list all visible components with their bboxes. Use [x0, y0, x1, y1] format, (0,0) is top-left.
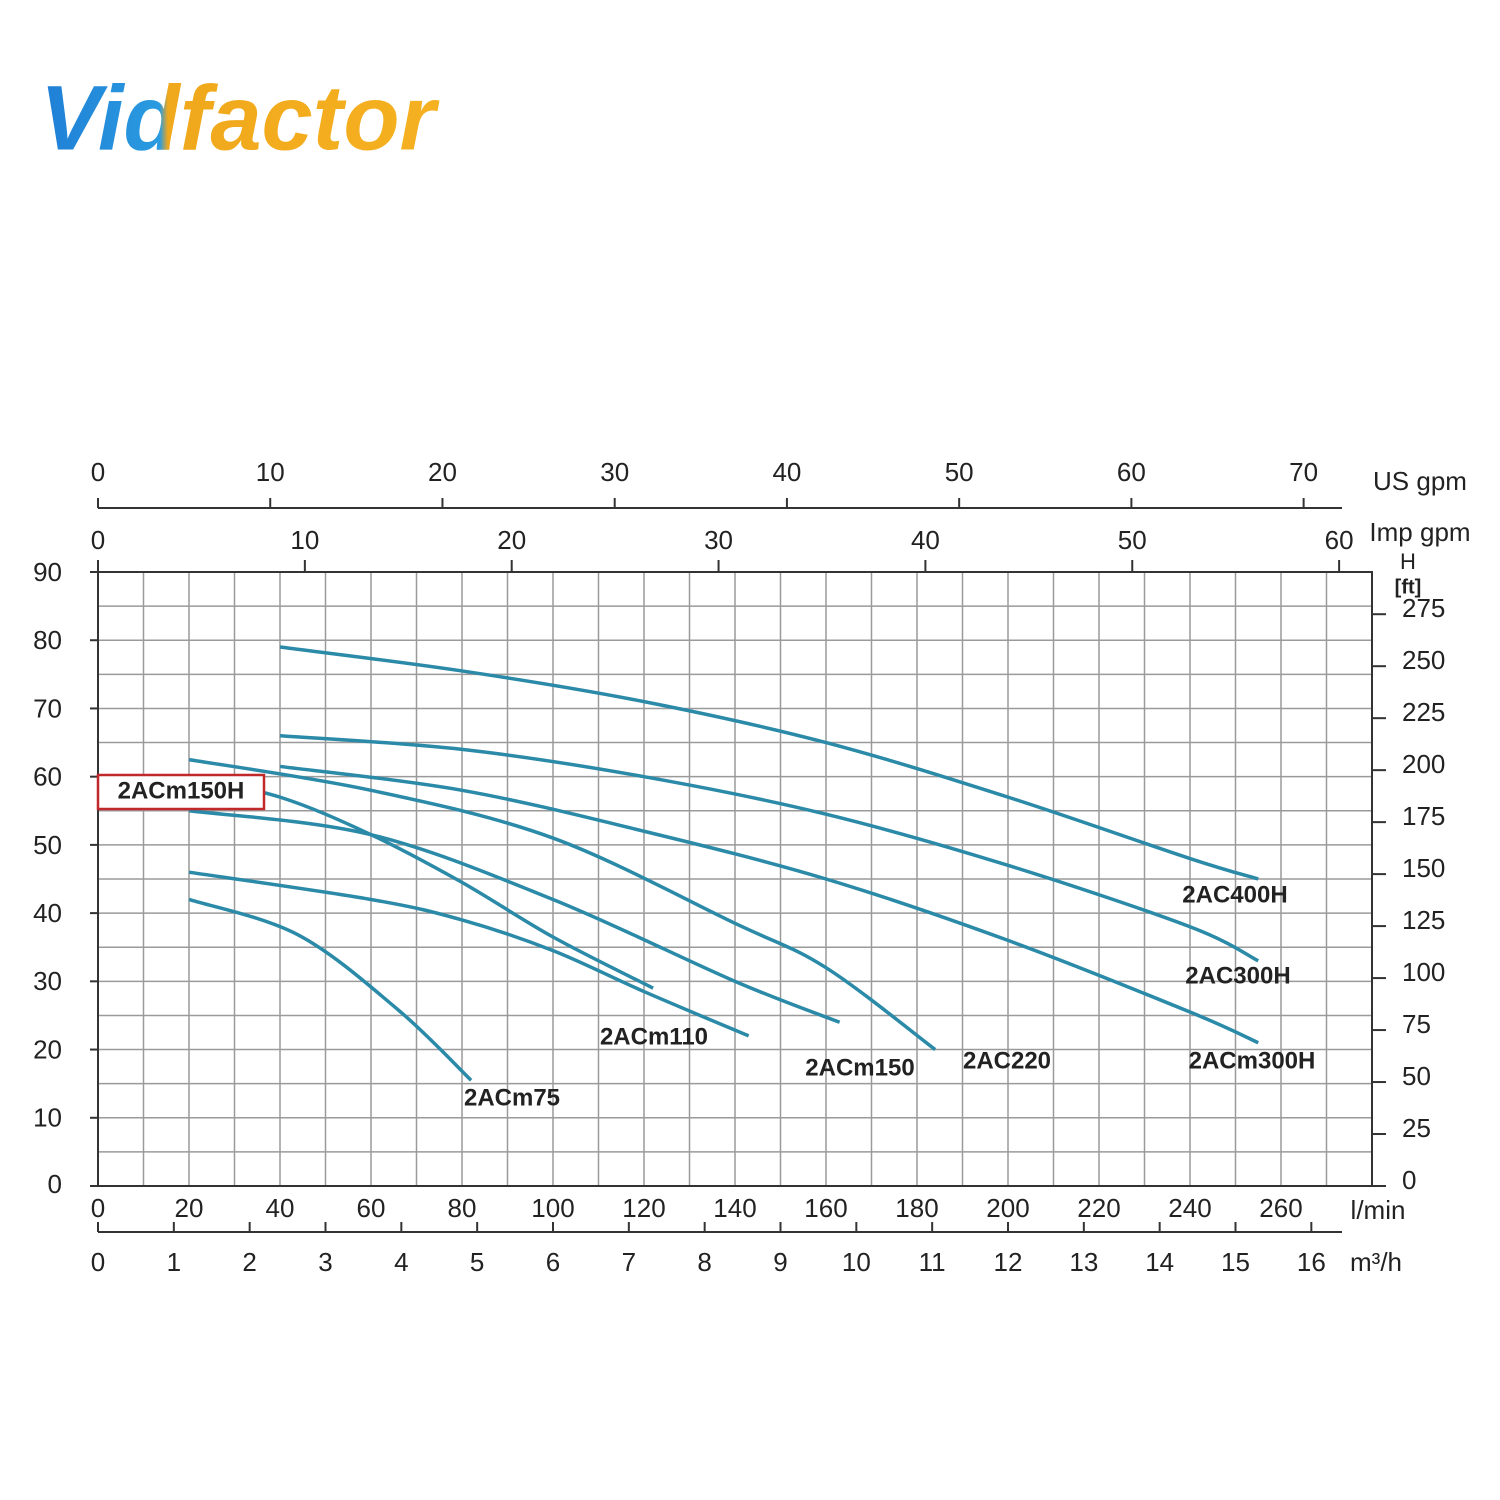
x-tick-label: 260	[1259, 1193, 1302, 1223]
y2-tick-label: 100	[1402, 957, 1445, 987]
x-tick-label: 20	[175, 1193, 204, 1223]
x-axis-title: l/min	[1351, 1195, 1406, 1225]
m3h_axis-tick-label: 12	[994, 1247, 1023, 1277]
y-tick-label: 90	[33, 557, 62, 587]
x-tick-label: 100	[531, 1193, 574, 1223]
m3h_axis-title: m³/h	[1350, 1247, 1402, 1277]
m3h_axis-tick-label: 13	[1069, 1247, 1098, 1277]
series-label: 2ACm110	[600, 1023, 708, 1050]
us_gpm_axis-tick-label: 70	[1289, 457, 1318, 487]
y2-tick-label: 225	[1402, 697, 1445, 727]
x-tick-label: 160	[804, 1193, 847, 1223]
x-tick-label: 60	[357, 1193, 386, 1223]
y2-axis-title: H	[1400, 549, 1416, 574]
curve	[188, 870, 750, 1038]
series-label: 2ACm75	[464, 1084, 560, 1111]
series-label: 2AC400H	[1182, 881, 1287, 908]
m3h_axis-tick-label: 2	[242, 1247, 256, 1277]
imp_gpm_axis-tick-label: 50	[1118, 525, 1147, 555]
x-tick-label: 120	[622, 1193, 665, 1223]
y2-tick-label: 75	[1402, 1009, 1431, 1039]
y-tick-label: 50	[33, 830, 62, 860]
m3h_axis-tick-label: 15	[1221, 1247, 1250, 1277]
plot-frame	[97, 571, 1373, 1187]
y2-tick-label: 175	[1402, 801, 1445, 831]
series-label: 2AC300H	[1185, 962, 1290, 989]
series-label: 2ACm300H	[1189, 1047, 1316, 1074]
x-tick-label: 140	[713, 1193, 756, 1223]
y2-tick-label: 275	[1402, 593, 1445, 623]
us_gpm_axis-title: US gpm	[1373, 466, 1467, 496]
y-tick-label: 70	[33, 693, 62, 723]
m3h_axis-tick-label: 0	[91, 1247, 105, 1277]
m3h_axis-tick-label: 3	[318, 1247, 332, 1277]
y2-axis-unit: [ft]	[1395, 576, 1422, 598]
x-tick-label: 80	[448, 1193, 477, 1223]
y-tick-label: 40	[33, 898, 62, 928]
m3h_axis-tick-label: 6	[546, 1247, 560, 1277]
imp_gpm_axis-tick-label: 20	[497, 525, 526, 555]
x-tick-label: 200	[986, 1193, 1029, 1223]
curve	[188, 897, 473, 1082]
x-tick-label: 240	[1168, 1193, 1211, 1223]
y2-tick-label: 0	[1402, 1165, 1416, 1195]
y2-tick-label: 150	[1402, 853, 1445, 883]
series-label: 2ACm150	[805, 1054, 914, 1081]
y2-tick-label: 200	[1402, 749, 1445, 779]
y-tick-label: 0	[48, 1169, 62, 1199]
imp_gpm_axis-tick-label: 30	[704, 525, 733, 555]
m3h_axis-tick-label: 7	[622, 1247, 636, 1277]
m3h_axis-tick-label: 10	[842, 1247, 871, 1277]
imp_gpm_axis-tick-label: 60	[1325, 525, 1354, 555]
x-tick-label: 0	[91, 1193, 105, 1223]
curve	[279, 645, 1259, 881]
curve	[279, 733, 1260, 963]
us_gpm_axis-tick-label: 40	[772, 457, 801, 487]
x-tick-label: 220	[1077, 1193, 1120, 1223]
curve	[188, 809, 841, 1024]
m3h_axis-tick-label: 8	[697, 1247, 711, 1277]
m3h_axis-tick-label: 11	[919, 1247, 946, 1277]
series-label: 2AC220	[963, 1047, 1051, 1074]
x-tick-label: 40	[266, 1193, 295, 1223]
y2-tick-label: 50	[1402, 1061, 1431, 1091]
y-tick-label: 10	[33, 1103, 62, 1133]
m3h_axis-tick-label: 4	[394, 1247, 408, 1277]
imp_gpm_axis-title: Imp gpm	[1369, 517, 1470, 547]
imp_gpm_axis-tick-label: 0	[91, 525, 105, 555]
y-tick-label: 20	[33, 1034, 62, 1064]
y2-tick-label: 25	[1402, 1113, 1431, 1143]
us_gpm_axis-tick-label: 0	[91, 457, 105, 487]
y-tick-label: 80	[33, 625, 62, 655]
highlight-box	[96, 773, 266, 811]
y2-tick-label: 125	[1402, 905, 1445, 935]
logo: Vidfactor	[40, 67, 440, 169]
us_gpm_axis-tick-label: 60	[1117, 457, 1146, 487]
us_gpm_axis-tick-label: 50	[945, 457, 974, 487]
y2-tick-label: 250	[1402, 645, 1445, 675]
us_gpm_axis-tick-label: 20	[428, 457, 457, 487]
curve	[188, 757, 937, 1051]
curve	[279, 764, 1259, 1045]
us_gpm_axis-tick-label: 30	[600, 457, 629, 487]
m3h_axis-tick-label: 16	[1297, 1247, 1326, 1277]
imp_gpm_axis-tick-label: 10	[290, 525, 319, 555]
y-tick-label: 60	[33, 762, 62, 792]
imp_gpm_axis-tick-label: 40	[911, 525, 940, 555]
y-tick-label: 30	[33, 966, 62, 996]
us_gpm_axis-tick-label: 10	[256, 457, 285, 487]
m3h_axis-tick-label: 1	[167, 1247, 181, 1277]
m3h_axis-tick-label: 9	[773, 1247, 787, 1277]
m3h_axis-tick-label: 5	[470, 1247, 484, 1277]
curve	[188, 774, 654, 990]
m3h_axis-tick-label: 14	[1145, 1247, 1174, 1277]
series-label: 2ACm150H	[118, 777, 245, 804]
x-tick-label: 180	[895, 1193, 938, 1223]
